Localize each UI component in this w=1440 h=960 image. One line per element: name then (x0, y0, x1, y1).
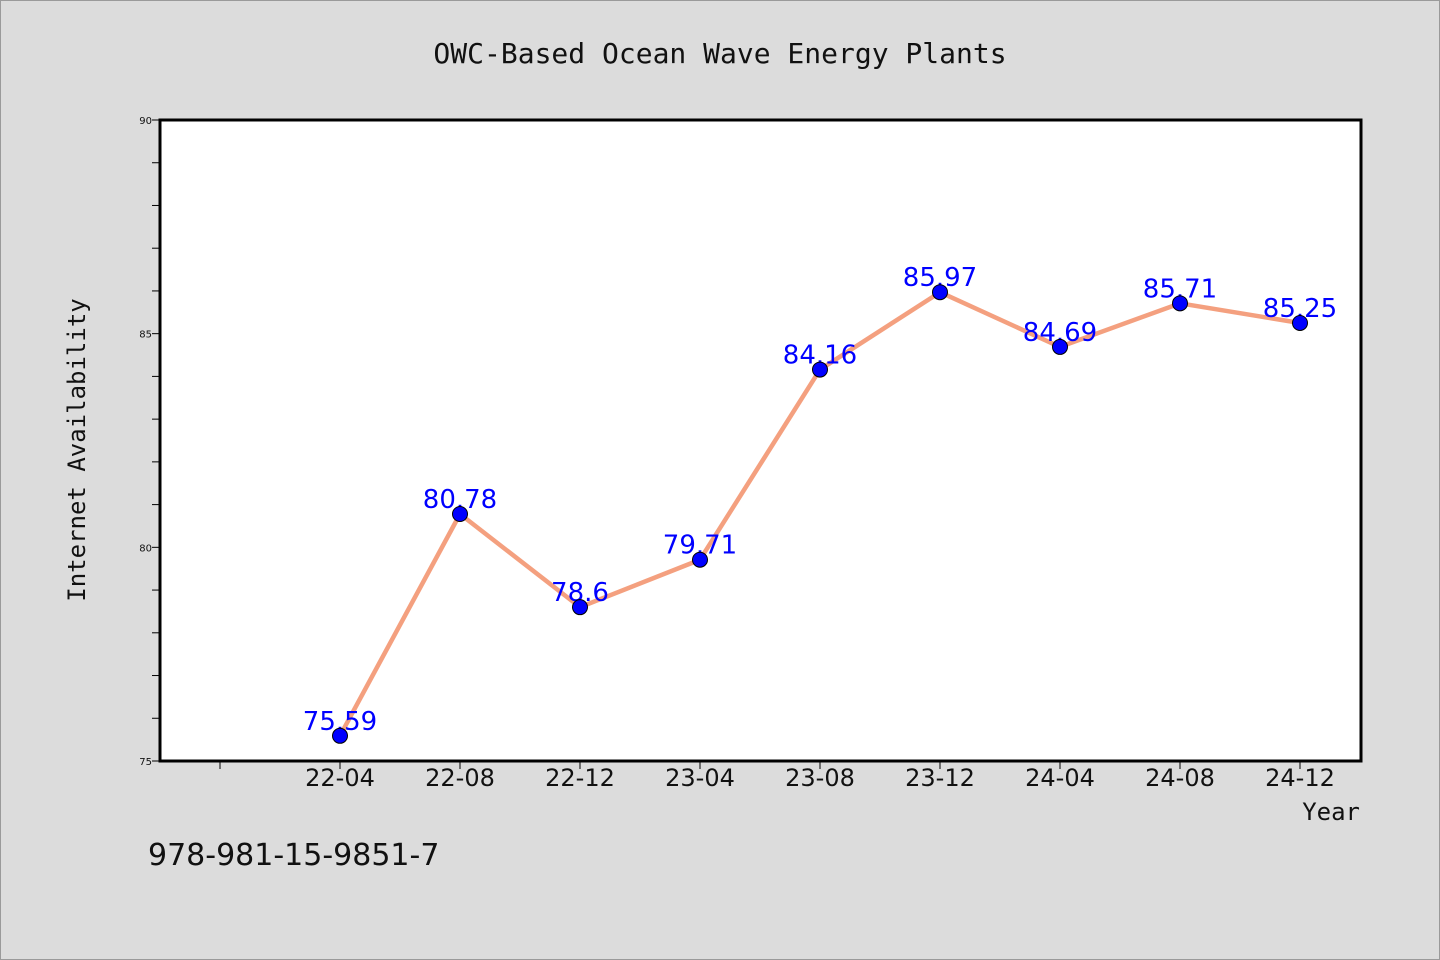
y-tick-label: 80 (139, 543, 152, 554)
y-tick-label: 85 (139, 330, 152, 341)
data-point (332, 727, 348, 744)
x-axis: 22-04 22-08 22-12 23-04 23-08 23-12 24-04 24-08… (219, 761, 1335, 792)
plot-border (158, 118, 1363, 763)
x-tick-label: 24-08 (1145, 764, 1215, 792)
y-tick-label: 90 (139, 116, 152, 127)
data-point (812, 361, 828, 378)
x-tick-label: 24-04 (1025, 764, 1095, 792)
data-point (1172, 295, 1188, 312)
chart-title: OWC-Based Ocean Wave Energy Plants (433, 37, 1006, 70)
x-tick-label: 24-12 (1265, 764, 1335, 792)
y-axis-label: Internet Availability (63, 298, 91, 601)
x-tick-label: 23-12 (905, 764, 975, 792)
data-point (572, 599, 588, 616)
footer-text: 978-981-15-9851-7 (148, 838, 439, 873)
data-markers (332, 284, 1308, 744)
data-point (692, 551, 708, 568)
y-tick-label: 75 (139, 757, 152, 768)
y-axis: 75 80 85 90 (139, 116, 160, 768)
x-tick-label: 22-12 (545, 764, 615, 792)
data-point (932, 284, 948, 301)
x-axis-label: Year (1302, 798, 1360, 826)
plot-area (160, 120, 1361, 761)
data-point (1052, 338, 1068, 355)
x-tick-label: 22-08 (425, 764, 495, 792)
x-tick-label: 22-04 (305, 764, 375, 792)
data-point (1292, 314, 1308, 331)
data-point (452, 506, 468, 523)
x-tick-label: 23-08 (785, 764, 855, 792)
x-tick-label: 23-04 (665, 764, 735, 792)
